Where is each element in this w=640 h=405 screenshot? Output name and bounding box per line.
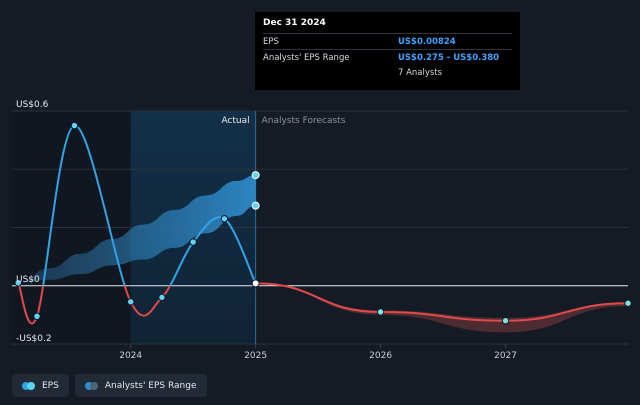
swatch-dot-a bbox=[22, 381, 30, 390]
tooltip-row-analysts: 7 Analysts bbox=[263, 65, 512, 80]
eps-point bbox=[158, 293, 166, 302]
legend-item-eps[interactable]: EPS bbox=[12, 374, 69, 397]
swatch-dot-b bbox=[27, 381, 35, 390]
y-tick-label: US$0.6 bbox=[16, 100, 49, 110]
eps-range-swatch-icon bbox=[84, 381, 99, 390]
legend: EPS Analysts' EPS Range bbox=[12, 374, 207, 397]
eps-forecast-point bbox=[501, 317, 510, 325]
tooltip-row-range: Analysts' EPS Range US$0.275 - US$0.380 bbox=[263, 49, 512, 65]
eps-line-positive bbox=[17, 124, 257, 286]
y-tick-label: -US$0.2 bbox=[16, 334, 52, 344]
legend-eps-label: EPS bbox=[42, 380, 59, 391]
eps-current-point bbox=[251, 279, 260, 288]
tooltip-eps-value: US$0.00824 bbox=[398, 36, 456, 47]
eps-point bbox=[70, 121, 79, 130]
eps-line-negative bbox=[18, 285, 172, 325]
eps-range-low-point bbox=[251, 201, 260, 210]
eps-forecast-range-band bbox=[255, 283, 628, 333]
eps-range-band bbox=[18, 175, 256, 283]
eps-forecast-point bbox=[624, 299, 632, 307]
tooltip-date: Dec 31 2024 bbox=[263, 18, 326, 28]
x-tick-label: 2025 bbox=[244, 351, 267, 361]
legend-item-eps-range[interactable]: Analysts' EPS Range bbox=[74, 374, 207, 397]
eps-point bbox=[127, 298, 135, 306]
tooltip-eps-label: EPS bbox=[263, 36, 279, 47]
eps-swatch-icon bbox=[22, 381, 36, 390]
tooltip-row-eps: EPS US$0.00824 bbox=[263, 33, 512, 49]
tooltip: Dec 31 2024 EPS US$0.00824 Analysts' EPS… bbox=[255, 12, 520, 90]
y-tick-label: US$0 bbox=[16, 275, 40, 285]
eps-range-high-point bbox=[251, 171, 260, 180]
tooltip-range-value: US$0.275 - US$0.380 bbox=[398, 52, 500, 63]
eps-point bbox=[189, 238, 197, 246]
eps-point bbox=[220, 215, 229, 223]
x-tick-label: 2024 bbox=[119, 351, 142, 361]
swatch-dot-a bbox=[84, 381, 93, 390]
eps-forecast-point bbox=[376, 308, 385, 316]
eps-forecast-line bbox=[255, 282, 629, 322]
eps-point bbox=[33, 312, 41, 321]
eps-chart: US$0.6 US$0 -US$0.2 2024 2025 2026 2027 Actual A… bbox=[12, 100, 632, 361]
region-label-forecast: Analysts Forecasts bbox=[262, 116, 346, 126]
region-label-actual: Actual bbox=[221, 116, 249, 126]
x-tick-label: 2027 bbox=[494, 351, 517, 361]
eps-point bbox=[14, 279, 22, 287]
swatch-dot-b bbox=[89, 381, 98, 390]
tooltip-analysts-value: 7 Analysts bbox=[398, 67, 443, 78]
legend-eps-range-label: Analysts' EPS Range bbox=[104, 380, 197, 391]
x-tick-label: 2026 bbox=[369, 351, 392, 361]
tooltip-range-label: Analysts' EPS Range bbox=[263, 52, 350, 63]
